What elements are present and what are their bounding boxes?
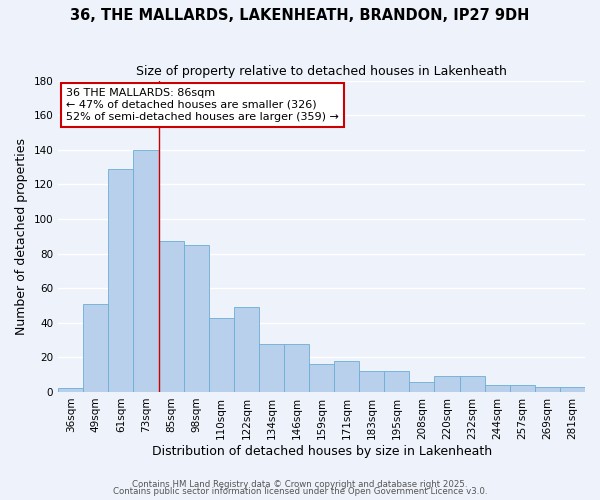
- Bar: [133, 150, 158, 392]
- Bar: [184, 245, 209, 392]
- Bar: [334, 361, 359, 392]
- Bar: [434, 376, 460, 392]
- Text: 36, THE MALLARDS, LAKENHEATH, BRANDON, IP27 9DH: 36, THE MALLARDS, LAKENHEATH, BRANDON, I…: [70, 8, 530, 22]
- Bar: [58, 388, 83, 392]
- Bar: [535, 387, 560, 392]
- Bar: [385, 371, 409, 392]
- Bar: [560, 387, 585, 392]
- Text: Contains public sector information licensed under the Open Government Licence v3: Contains public sector information licen…: [113, 488, 487, 496]
- Y-axis label: Number of detached properties: Number of detached properties: [15, 138, 28, 335]
- Title: Size of property relative to detached houses in Lakenheath: Size of property relative to detached ho…: [136, 65, 507, 78]
- Bar: [158, 242, 184, 392]
- Bar: [209, 318, 234, 392]
- Bar: [234, 307, 259, 392]
- Bar: [284, 344, 309, 392]
- Bar: [259, 344, 284, 392]
- X-axis label: Distribution of detached houses by size in Lakenheath: Distribution of detached houses by size …: [152, 444, 491, 458]
- Text: Contains HM Land Registry data © Crown copyright and database right 2025.: Contains HM Land Registry data © Crown c…: [132, 480, 468, 489]
- Bar: [359, 371, 385, 392]
- Bar: [510, 385, 535, 392]
- Bar: [409, 382, 434, 392]
- Bar: [109, 169, 133, 392]
- Bar: [309, 364, 334, 392]
- Bar: [460, 376, 485, 392]
- Bar: [83, 304, 109, 392]
- Text: 36 THE MALLARDS: 86sqm
← 47% of detached houses are smaller (326)
52% of semi-de: 36 THE MALLARDS: 86sqm ← 47% of detached…: [66, 88, 339, 122]
- Bar: [485, 385, 510, 392]
